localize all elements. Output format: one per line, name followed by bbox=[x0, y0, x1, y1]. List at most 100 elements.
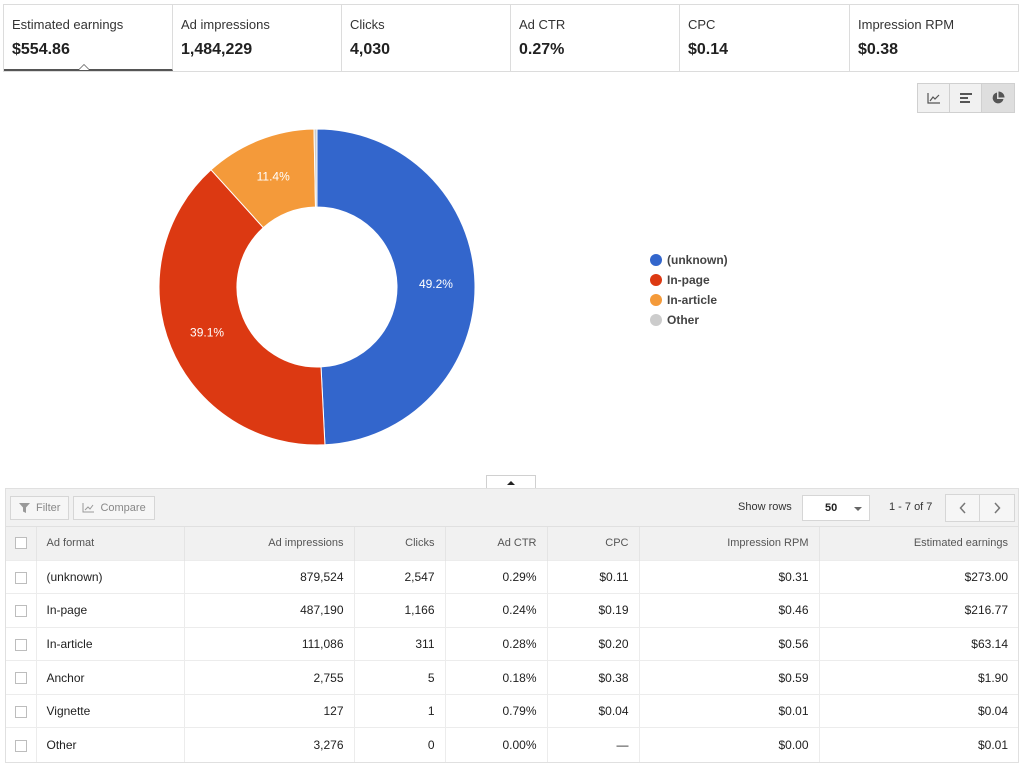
metric-tab-estimated-earnings[interactable]: Estimated earnings $554.86 bbox=[4, 5, 173, 71]
row-select-cell bbox=[6, 727, 37, 762]
cell-impression-rpm: $0.31 bbox=[639, 560, 820, 594]
rows-per-page-value: 50 bbox=[825, 502, 838, 514]
cell-clicks: 5 bbox=[354, 660, 446, 695]
metric-value: $0.38 bbox=[858, 41, 899, 58]
cell-impression-rpm: $0.46 bbox=[639, 593, 820, 628]
table-row: In-article 111,086 311 0.28% $0.20 $0.56… bbox=[6, 627, 1018, 661]
line-chart-icon bbox=[926, 93, 940, 104]
pie-chart-button[interactable] bbox=[982, 84, 1014, 112]
metric-tabs: Estimated earnings $554.86 Ad impression… bbox=[3, 4, 1019, 72]
next-page-button[interactable] bbox=[980, 495, 1014, 521]
legend-label: In-page bbox=[667, 273, 710, 287]
row-select-cell bbox=[6, 560, 37, 594]
table-row: Anchor 2,755 5 0.18% $0.38 $0.59 $1.90 bbox=[6, 660, 1018, 695]
legend-item-other[interactable]: Other bbox=[650, 310, 728, 330]
rows-per-page-select[interactable]: 50 bbox=[802, 495, 870, 521]
cell-ad-ctr: 0.28% bbox=[445, 627, 548, 661]
row-checkbox[interactable] bbox=[14, 706, 27, 718]
metric-value: $554.86 bbox=[12, 41, 70, 58]
cell-ad-format: In-page bbox=[36, 593, 185, 628]
slice-data-label: 11.4% bbox=[257, 169, 290, 183]
row-select-cell bbox=[6, 660, 37, 695]
table-row: Vignette 127 1 0.79% $0.04 $0.01 $0.04 bbox=[6, 694, 1018, 728]
compare-icon bbox=[82, 502, 95, 512]
legend-item-unknown[interactable]: (unknown) bbox=[650, 250, 728, 270]
metric-tab-impression-rpm[interactable]: Impression RPM $0.38 bbox=[850, 5, 1018, 71]
legend-swatch bbox=[650, 314, 662, 326]
table-toolbar: Filter Compare Show rows 50 1 - 7 of 7 bbox=[6, 489, 1018, 527]
legend-item-in-article[interactable]: In-article bbox=[650, 290, 728, 310]
column-header-clicks[interactable]: Clicks bbox=[354, 527, 446, 560]
metric-label: Ad impressions bbox=[181, 17, 270, 32]
legend-label: (unknown) bbox=[667, 253, 728, 267]
cell-estimated-earnings: $1.90 bbox=[977, 670, 1008, 685]
cell-clicks: 311 bbox=[354, 627, 446, 661]
cell-estimated-earnings: $63.14 bbox=[971, 636, 1008, 651]
cell-ad-format: Other bbox=[36, 727, 185, 762]
caret-up-icon bbox=[507, 480, 515, 485]
column-header-impression-rpm[interactable]: Impression RPM bbox=[639, 527, 820, 560]
slice-in-page[interactable] bbox=[158, 169, 326, 446]
cell-ad-impressions: 487,190 bbox=[184, 593, 355, 628]
metric-label: Clicks bbox=[350, 17, 385, 32]
cell-cpc: $0.20 bbox=[547, 627, 640, 661]
show-rows-label: Show rows bbox=[738, 501, 792, 513]
legend-item-in-page[interactable]: In-page bbox=[650, 270, 728, 290]
row-select-cell bbox=[6, 627, 37, 661]
column-header-ad-ctr[interactable]: Ad CTR bbox=[445, 527, 548, 560]
cell-ad-format: (unknown) bbox=[36, 560, 185, 594]
bar-chart-button[interactable] bbox=[950, 84, 982, 112]
metric-tab-ad-impressions[interactable]: Ad impressions 1,484,229 bbox=[173, 5, 342, 71]
metric-tab-clicks[interactable]: Clicks 4,030 bbox=[342, 5, 511, 71]
row-select-cell bbox=[6, 593, 37, 628]
cell-impression-rpm: $0.01 bbox=[639, 694, 820, 728]
metric-label: Impression RPM bbox=[858, 17, 955, 32]
cell-ad-format: Vignette bbox=[36, 694, 185, 728]
cell-cpc: $0.19 bbox=[547, 593, 640, 628]
line-chart-button[interactable] bbox=[918, 84, 950, 112]
row-checkbox[interactable] bbox=[14, 739, 27, 752]
cell-ad-format: In-article bbox=[36, 627, 185, 661]
column-header-ad-impressions[interactable]: Ad impressions bbox=[184, 527, 355, 560]
report-table-panel: Filter Compare Show rows 50 1 - 7 of 7 bbox=[5, 488, 1019, 763]
column-header-ad-format[interactable]: Ad format bbox=[36, 527, 185, 560]
metric-tab-ad-ctr[interactable]: Ad CTR 0.27% bbox=[511, 5, 680, 71]
cell-estimated-earnings: $273.00 bbox=[964, 569, 1008, 584]
column-header-estimated-earnings[interactable]: Estimated earnings bbox=[913, 537, 1008, 550]
row-checkbox[interactable] bbox=[14, 672, 27, 685]
column-header-cpc[interactable]: CPC bbox=[547, 527, 640, 560]
metric-tab-cpc[interactable]: CPC $0.14 bbox=[680, 5, 850, 71]
filter-button[interactable]: Filter bbox=[10, 495, 70, 520]
row-checkbox[interactable] bbox=[14, 638, 27, 651]
legend-swatch bbox=[650, 294, 662, 306]
cell-cpc: $0.11 bbox=[547, 560, 640, 594]
table-header-row: Ad format Ad impressions Clicks Ad CTR C… bbox=[6, 527, 1018, 560]
donut-chart: 49.2% 39.1% 11.4% bbox=[158, 128, 476, 446]
slice-unknown[interactable] bbox=[316, 128, 476, 446]
cell-estimated-earnings: $0.01 bbox=[977, 738, 1008, 753]
filter-label: Filter bbox=[36, 501, 61, 514]
filter-icon bbox=[19, 502, 30, 513]
slice-other[interactable] bbox=[313, 128, 318, 208]
chart-type-toggle bbox=[917, 83, 1015, 113]
slice-data-label: 39.1% bbox=[190, 326, 224, 340]
table-row: In-page 487,190 1,166 0.24% $0.19 $0.46 … bbox=[6, 593, 1018, 628]
cell-impression-rpm: $0.59 bbox=[639, 660, 820, 695]
row-checkbox[interactable] bbox=[14, 605, 27, 618]
previous-page-button[interactable] bbox=[946, 495, 980, 521]
compare-button[interactable]: Compare bbox=[73, 495, 155, 520]
cell-estimated-earnings: $216.77 bbox=[964, 603, 1008, 618]
row-checkbox[interactable] bbox=[14, 571, 27, 584]
report-table: Ad format Ad impressions Clicks Ad CTR C… bbox=[6, 527, 1018, 762]
cell-clicks: 2,547 bbox=[354, 560, 446, 594]
chevron-right-icon bbox=[994, 502, 1001, 514]
compare-label: Compare bbox=[100, 501, 146, 514]
collapse-chart-button[interactable] bbox=[486, 475, 536, 489]
metric-value: $0.14 bbox=[688, 41, 729, 58]
select-all-checkbox[interactable] bbox=[14, 537, 27, 550]
chevron-left-icon bbox=[958, 502, 966, 514]
cell-ad-impressions: 111,086 bbox=[184, 627, 355, 661]
cell-ad-impressions: 3,276 bbox=[184, 727, 355, 762]
cell-clicks: 1,166 bbox=[354, 593, 446, 628]
legend-swatch bbox=[650, 254, 662, 266]
